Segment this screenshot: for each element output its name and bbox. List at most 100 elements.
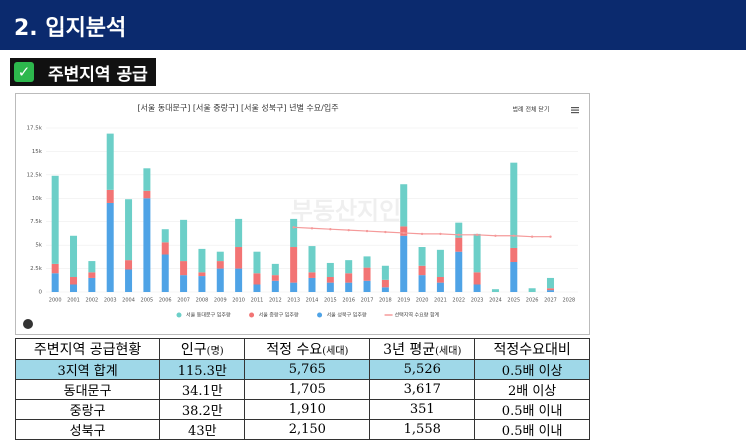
bar-segment (308, 277, 316, 292)
bar-segment (125, 269, 133, 292)
x-tick-label: 2013 (287, 298, 300, 304)
section-title: 주변지역 공급 (48, 64, 148, 85)
bar-segment (546, 290, 554, 292)
header-text: 3년 평균 (383, 342, 436, 358)
header-unit: (명) (206, 346, 224, 357)
bar-segment (51, 263, 59, 274)
x-tick-label: 2005 (141, 298, 154, 304)
bar-segment (546, 288, 554, 291)
bar-segment (381, 279, 389, 288)
line-point (292, 226, 295, 229)
bar-segment (88, 277, 96, 292)
x-tick-label: 2011 (251, 298, 264, 304)
bar-segment (400, 226, 408, 236)
bar-segment (106, 133, 114, 190)
header-cell: 적정 수요(세대) (244, 338, 371, 360)
bar-segment (308, 272, 316, 278)
page-title: 2. 입지분석 (14, 16, 127, 41)
bar-segment (216, 268, 224, 292)
bar-segment (51, 175, 59, 264)
bar-segment (70, 235, 78, 278)
table-cell: 0.5배 이내 (474, 399, 590, 420)
bar-segment (106, 189, 114, 203)
table-cell: 38.2만 (159, 399, 246, 420)
x-tick-label: 2003 (104, 298, 117, 304)
x-tick-label: 2006 (159, 298, 172, 304)
y-tick-label: 0 (39, 290, 43, 296)
x-tick-label: 2026 (526, 298, 539, 304)
table-cell: 1,705 (244, 379, 371, 400)
bar-segment (491, 289, 499, 292)
table-row: 동대문구 34.1만 1,705 3,617 2배 이상 (14, 379, 590, 400)
bar-segment (510, 262, 518, 292)
bar-segment (546, 277, 554, 289)
bar-segment (125, 260, 133, 270)
header-cell: 인구(명) (159, 338, 246, 360)
y-tick-label: 2.5k (30, 266, 43, 272)
y-tick-label: 15k (32, 149, 43, 155)
chart-box: [서울 동대문구] [서울 중랑구] [서울 성북구] 년별 수요/입주 범례 … (15, 93, 590, 335)
table-cell: 3지역 합계 (14, 359, 161, 380)
bar-segment (363, 280, 371, 292)
header-unit: (세대) (435, 346, 462, 357)
x-tick-label: 2016 (342, 298, 355, 304)
header-text: 적정 수요 (266, 342, 323, 358)
header-cell: 적정수요대비 (474, 338, 590, 360)
table-cell: 1,910 (244, 399, 371, 420)
x-tick-label: 2014 (306, 298, 319, 304)
line-point (310, 227, 314, 230)
bar-segment (106, 202, 114, 292)
bar-segment (180, 219, 188, 262)
table-cell: 5,765 (244, 359, 371, 380)
line-point (549, 235, 552, 238)
line-point (439, 232, 442, 236)
x-tick-label: 2012 (269, 298, 282, 304)
bar-segment (381, 287, 389, 292)
x-tick-label: 2018 (379, 298, 392, 304)
bar-segment (308, 246, 316, 273)
line-point (329, 228, 332, 231)
chart-title: [서울 동대문구] [서울 중랑구] [서울 성북구] 년별 수요/입주 (137, 103, 338, 113)
legend-swatch (176, 312, 182, 318)
x-tick-label: 2008 (196, 298, 209, 304)
bar-segment (418, 247, 426, 266)
x-tick-label: 2001 (67, 298, 80, 304)
x-tick-label: 2015 (324, 298, 337, 304)
x-tick-label: 2002 (85, 298, 98, 304)
header-cell: 주변지역 공급현황 (14, 338, 161, 360)
bar-segment (143, 190, 151, 199)
bar-segment (326, 277, 334, 283)
x-tick-label: 2007 (177, 298, 190, 304)
bar-segment (180, 261, 188, 276)
y-tick-label: 17.5k (27, 126, 43, 132)
line-point (347, 228, 350, 232)
x-tick-label: 2019 (397, 298, 410, 304)
bar-segment (326, 282, 334, 292)
bar-segment (271, 275, 279, 281)
bar-segment (216, 261, 224, 269)
header-unit: (세대) (322, 346, 349, 357)
bar-segment (161, 229, 169, 243)
line-point (530, 235, 534, 238)
bar-segment (216, 251, 224, 262)
bar-segment (400, 235, 408, 292)
line-point (457, 233, 460, 237)
bar-segment (510, 247, 518, 263)
x-tick-label: 2028 (562, 298, 575, 304)
table-cell: 2배 이상 (474, 379, 590, 400)
legend-control[interactable]: 범례 전체 닫기 (513, 106, 550, 114)
legend-label: 서울 성북구 입주량 (327, 312, 367, 319)
header-cell: 3년 평균(세대) (369, 338, 476, 360)
header-text: 인구 (180, 342, 207, 358)
table-cell: 중랑구 (14, 399, 161, 420)
x-tick-label: 2025 (507, 298, 520, 304)
bar-segment (161, 254, 169, 292)
header-row: 주변지역 공급현황 인구(명) 적정 수요(세대) 3년 평균(세대) 적정수요대비 (14, 338, 590, 360)
y-tick-label: 7.5k (30, 219, 43, 225)
table-cell: 5,526 (369, 359, 476, 380)
bar-segment (436, 249, 444, 278)
bar-segment (51, 273, 59, 292)
menu-icon[interactable] (571, 107, 579, 114)
x-tick-label: 2010 (232, 298, 245, 304)
bar-segment (418, 265, 426, 276)
